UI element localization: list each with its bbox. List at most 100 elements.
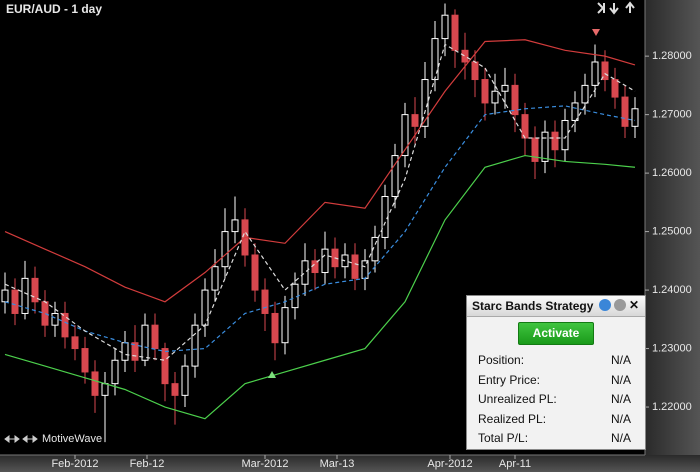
candle-body [231, 219, 239, 233]
row-value: N/A [610, 372, 631, 387]
y-tick-label: 1.26000 [652, 167, 692, 179]
indicator-line [4, 39, 636, 303]
candle-body [441, 14, 449, 40]
candle-body [181, 365, 189, 396]
candle-body [511, 84, 519, 116]
x-tick-label: Feb-2012 [51, 458, 98, 470]
nav-arrows[interactable] [597, 1, 635, 15]
candle-body [41, 301, 49, 326]
candle-body [111, 359, 119, 385]
panel-row: Realized PL: N/A [467, 410, 645, 430]
x-tick-label: Mar-13 [320, 458, 355, 470]
candle-body [101, 383, 109, 396]
candle-body [391, 155, 399, 198]
candle-body [11, 289, 19, 314]
y-tick-label: 1.25000 [652, 226, 692, 238]
candle-body [21, 277, 29, 314]
candle-body [491, 90, 499, 104]
candle-body [451, 14, 459, 51]
x-tick-label: Mar-2012 [241, 458, 288, 470]
row-label: Unrealized PL: [478, 392, 557, 406]
candle-body [61, 312, 69, 338]
buy-signal [268, 371, 276, 378]
y-tick-label: 1.27000 [652, 109, 692, 121]
candle-body [601, 61, 609, 81]
candle-body [71, 336, 79, 350]
strategy-panel: Starc Bands Strategy ✕ Activate Position… [466, 295, 646, 450]
candle-body [321, 248, 329, 274]
refresh-icon[interactable] [599, 299, 611, 311]
candle-body [151, 324, 159, 350]
candle-body [1, 289, 9, 303]
brand: MotiveWave [42, 433, 102, 445]
candle-body [501, 84, 509, 92]
row-value: N/A [610, 431, 631, 445]
row-value: N/A [610, 353, 631, 367]
candle-body [81, 348, 89, 373]
x-tick-label: Apr-2012 [427, 458, 472, 470]
candle-body [191, 324, 199, 367]
candle-body [591, 61, 599, 86]
y-axis-area [645, 0, 700, 472]
row-value: N/A [610, 411, 631, 426]
candle-body [271, 312, 279, 344]
candle-body [121, 342, 129, 361]
candle-body [261, 289, 269, 314]
candle-body [301, 260, 309, 285]
indicator-line [4, 43, 636, 361]
candle-body [571, 102, 579, 121]
candle-body [211, 266, 219, 291]
candle-body [371, 236, 379, 262]
candle-body [631, 108, 639, 127]
candle-body [281, 307, 289, 344]
settings-icon[interactable] [614, 299, 626, 311]
candle-body [401, 114, 409, 157]
x-axis-area [0, 455, 700, 472]
x-tick-label: Feb-12 [130, 458, 165, 470]
candle-body [561, 119, 569, 151]
candle-body [411, 114, 419, 127]
candle-body [351, 254, 359, 279]
candle-body [51, 312, 59, 326]
candle-body [581, 84, 589, 104]
indicator-line [4, 154, 636, 420]
candle-body [541, 131, 549, 162]
sell-signal [592, 29, 600, 36]
candle-body [421, 79, 429, 127]
candle-body [481, 79, 489, 104]
panel-row: Total P/L: N/A [467, 429, 645, 449]
panel-title: Starc Bands Strategy [472, 299, 594, 313]
brand-icon [4, 435, 38, 443]
candle-body [471, 61, 479, 81]
row-label: Total P/L: [478, 431, 529, 445]
candle-body [531, 137, 539, 162]
y-tick-label: 1.23000 [652, 342, 692, 354]
candle-body [141, 324, 149, 361]
candle-body [551, 131, 559, 151]
candle-body [161, 348, 169, 385]
activate-button[interactable]: Activate [518, 322, 594, 345]
candle-body [171, 383, 179, 396]
y-tick-label: 1.22000 [652, 401, 692, 413]
x-tick-label: Apr-11 [499, 458, 531, 470]
panel-row: Unrealized PL: N/A [467, 390, 645, 410]
chart-title: EUR/AUD - 1 day [6, 2, 102, 16]
candle-body [611, 79, 619, 98]
panel-row: Entry Price: N/A [467, 371, 645, 391]
candle-body [621, 96, 629, 127]
candle-body [31, 277, 39, 303]
row-value: N/A [610, 392, 631, 406]
candle-body [461, 49, 469, 63]
row-label: Realized PL: [478, 411, 547, 426]
candle-body [221, 231, 229, 268]
y-tick-label: 1.24000 [652, 284, 692, 296]
close-icon[interactable]: ✕ [629, 298, 640, 312]
candle-body [431, 38, 439, 81]
panel-title-bar: Starc Bands Strategy ✕ [467, 296, 645, 317]
candle-body [91, 371, 99, 396]
row-label: Position: [478, 353, 525, 367]
panel-row: Position: N/A [467, 351, 645, 371]
row-label: Entry Price: [478, 372, 541, 387]
